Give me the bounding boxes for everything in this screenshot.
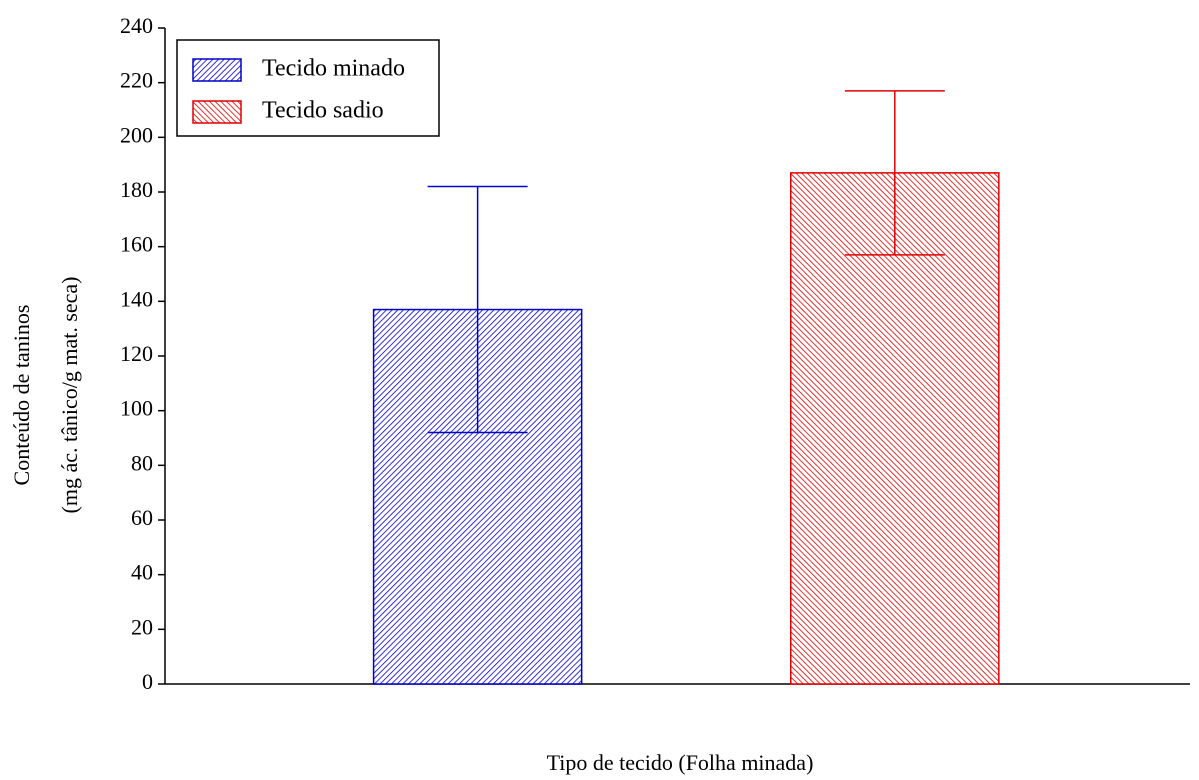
y-tick-label: 160 xyxy=(120,232,153,257)
legend-label: Tecido sadio xyxy=(262,98,384,124)
y-tick-label: 40 xyxy=(131,560,153,585)
legend-swatch xyxy=(192,100,242,124)
y-axis-label: (mg ác. tânico/g mat. seca) xyxy=(57,276,82,513)
y-tick-label: 200 xyxy=(120,122,153,147)
x-axis-label: Tipo de tecido (Folha minada) xyxy=(547,750,814,775)
y-tick-label: 240 xyxy=(120,13,153,38)
y-tick-label: 220 xyxy=(120,68,153,93)
legend-swatch xyxy=(192,58,242,82)
y-tick-label: 20 xyxy=(131,614,153,639)
y-tick-label: 100 xyxy=(120,396,153,421)
y-tick-label: 80 xyxy=(131,450,153,475)
y-tick-label: 180 xyxy=(120,177,153,202)
legend-label: Tecido minado xyxy=(262,56,405,82)
y-tick-label: 60 xyxy=(131,505,153,530)
bar xyxy=(790,172,1000,685)
error-bar xyxy=(427,185,528,434)
y-tick-label: 140 xyxy=(120,286,153,311)
error-bar xyxy=(844,90,945,256)
y-tick-label: 120 xyxy=(120,341,153,366)
y-axis-label: Conteúdo de taninos xyxy=(9,305,34,486)
y-tick-label: 0 xyxy=(142,669,153,694)
